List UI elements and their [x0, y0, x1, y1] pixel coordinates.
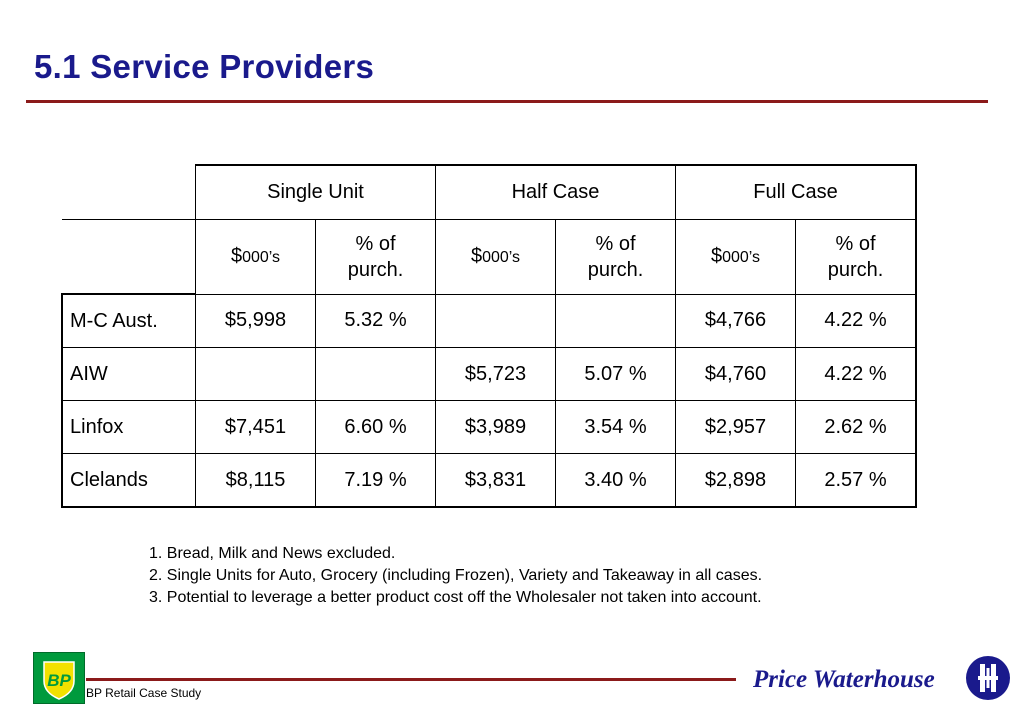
table-cell: 7.19 %: [315, 453, 436, 508]
title-divider: [26, 100, 988, 103]
group-header-full-case: Full Case: [675, 164, 917, 220]
subheader-percent: % of purch.: [555, 219, 676, 295]
table-cell: [315, 347, 436, 401]
table-cell: [555, 293, 676, 348]
provider-name: M-C Aust.: [61, 293, 196, 348]
footnote: 2. Single Units for Auto, Grocery (inclu…: [149, 567, 763, 584]
corner-cell: [62, 219, 196, 295]
table-cell: 2.57 %: [795, 453, 917, 508]
footer-divider: [86, 678, 736, 681]
table-cell: 3.40 %: [555, 453, 676, 508]
table-row: Linfox $7,451 6.60 % $3,989 3.54 % $2,95…: [61, 400, 917, 454]
table-cell: $4,760: [675, 347, 796, 401]
table-cell: $2,957: [675, 400, 796, 454]
subheader-value: $000’s: [435, 219, 556, 295]
table-cell: 5.32 %: [315, 293, 436, 348]
group-header-half-case: Half Case: [435, 164, 676, 220]
table-cell: $4,766: [675, 293, 796, 348]
footnote: 1. Bread, Milk and News excluded.: [149, 545, 396, 562]
group-header-single-unit: Single Unit: [195, 164, 436, 220]
table-row: AIW $5,723 5.07 % $4,760 4.22 %: [61, 347, 917, 401]
table-cell: 6.60 %: [315, 400, 436, 454]
bp-shield-logo: BP: [33, 652, 85, 704]
table-cell: 5.07 %: [555, 347, 676, 401]
footer-caption: BP Retail Case Study: [86, 686, 202, 700]
table-cell: 4.22 %: [795, 293, 917, 348]
table-cell: $2,898: [675, 453, 796, 508]
bp-logo-text: BP: [47, 671, 71, 690]
table-row: Clelands $8,115 7.19 % $3,831 3.40 % $2,…: [61, 453, 917, 508]
table-cell: [435, 293, 556, 348]
provider-name: Linfox: [61, 400, 196, 454]
footnotes: 1. Bread, Milk and News excluded. 2. Sin…: [149, 543, 762, 609]
table-cell: [195, 347, 316, 401]
price-waterhouse-logo: [964, 654, 1012, 702]
table-cell: $8,115: [195, 453, 316, 508]
corner-cell: [62, 165, 196, 220]
table-cell: 4.22 %: [795, 347, 917, 401]
table-cell: $3,989: [435, 400, 556, 454]
table-cell: 2.62 %: [795, 400, 917, 454]
subheader-percent: % of purch.: [795, 219, 917, 295]
table-cell: $7,451: [195, 400, 316, 454]
page-title: 5.1 Service Providers: [34, 48, 375, 85]
subheader-value: $000’s: [195, 219, 316, 295]
firm-name: Price Waterhouse: [753, 666, 935, 693]
table-cell: 3.54 %: [555, 400, 676, 454]
subheader-value: $000’s: [675, 219, 796, 295]
provider-name: Clelands: [61, 453, 196, 508]
service-providers-table: Single Unit Half Case Full Case $000’s %…: [61, 164, 917, 508]
table-cell: $5,998: [195, 293, 316, 348]
footnote: 3. Potential to leverage a better produc…: [149, 589, 762, 606]
subheader-percent: % of purch.: [315, 219, 436, 295]
table-cell: $5,723: [435, 347, 556, 401]
table-cell: $3,831: [435, 453, 556, 508]
provider-name: AIW: [61, 347, 196, 401]
table-row: M-C Aust. $5,998 5.32 % $4,766 4.22 %: [61, 293, 917, 348]
